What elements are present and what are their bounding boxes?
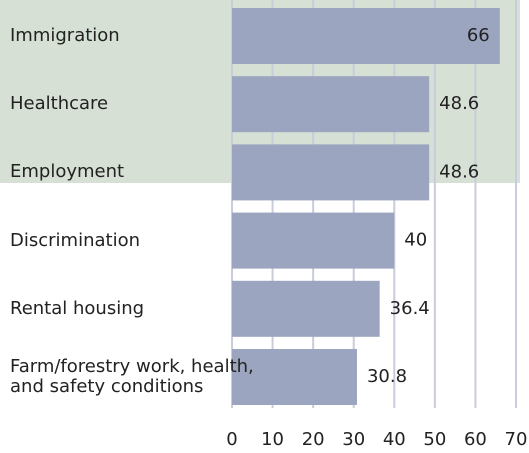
bar: [232, 8, 500, 64]
category-label: Employment: [10, 161, 125, 183]
category-label: Healthcare: [10, 93, 109, 115]
value-label: 48.6: [439, 93, 479, 114]
category-label: Immigration: [10, 25, 120, 46]
x-tick-label: 0: [226, 429, 237, 450]
bar: [232, 349, 357, 405]
value-label: 40: [404, 230, 427, 251]
category-label: Discrimination: [10, 229, 140, 251]
x-tick-label: 30: [342, 429, 365, 450]
category-label: Farm/forestry work, health, and safety c…: [10, 356, 254, 397]
value-label: 36.4: [390, 298, 430, 319]
x-tick-label: 50: [423, 429, 446, 450]
bar: [232, 212, 395, 269]
bar: [232, 280, 380, 337]
x-tick-label: 60: [464, 429, 487, 450]
category-label: Rental housing: [10, 297, 145, 319]
value-label: 66: [467, 25, 490, 46]
value-label: 30.8: [367, 366, 407, 387]
bar: [232, 76, 430, 133]
value-label: 48.6: [439, 161, 479, 182]
bar: [232, 144, 430, 201]
x-tick-label: 70: [505, 429, 528, 450]
x-tick-label: 40: [383, 429, 406, 450]
x-tick-label: 20: [302, 429, 325, 450]
x-tick-label: 10: [261, 429, 284, 450]
